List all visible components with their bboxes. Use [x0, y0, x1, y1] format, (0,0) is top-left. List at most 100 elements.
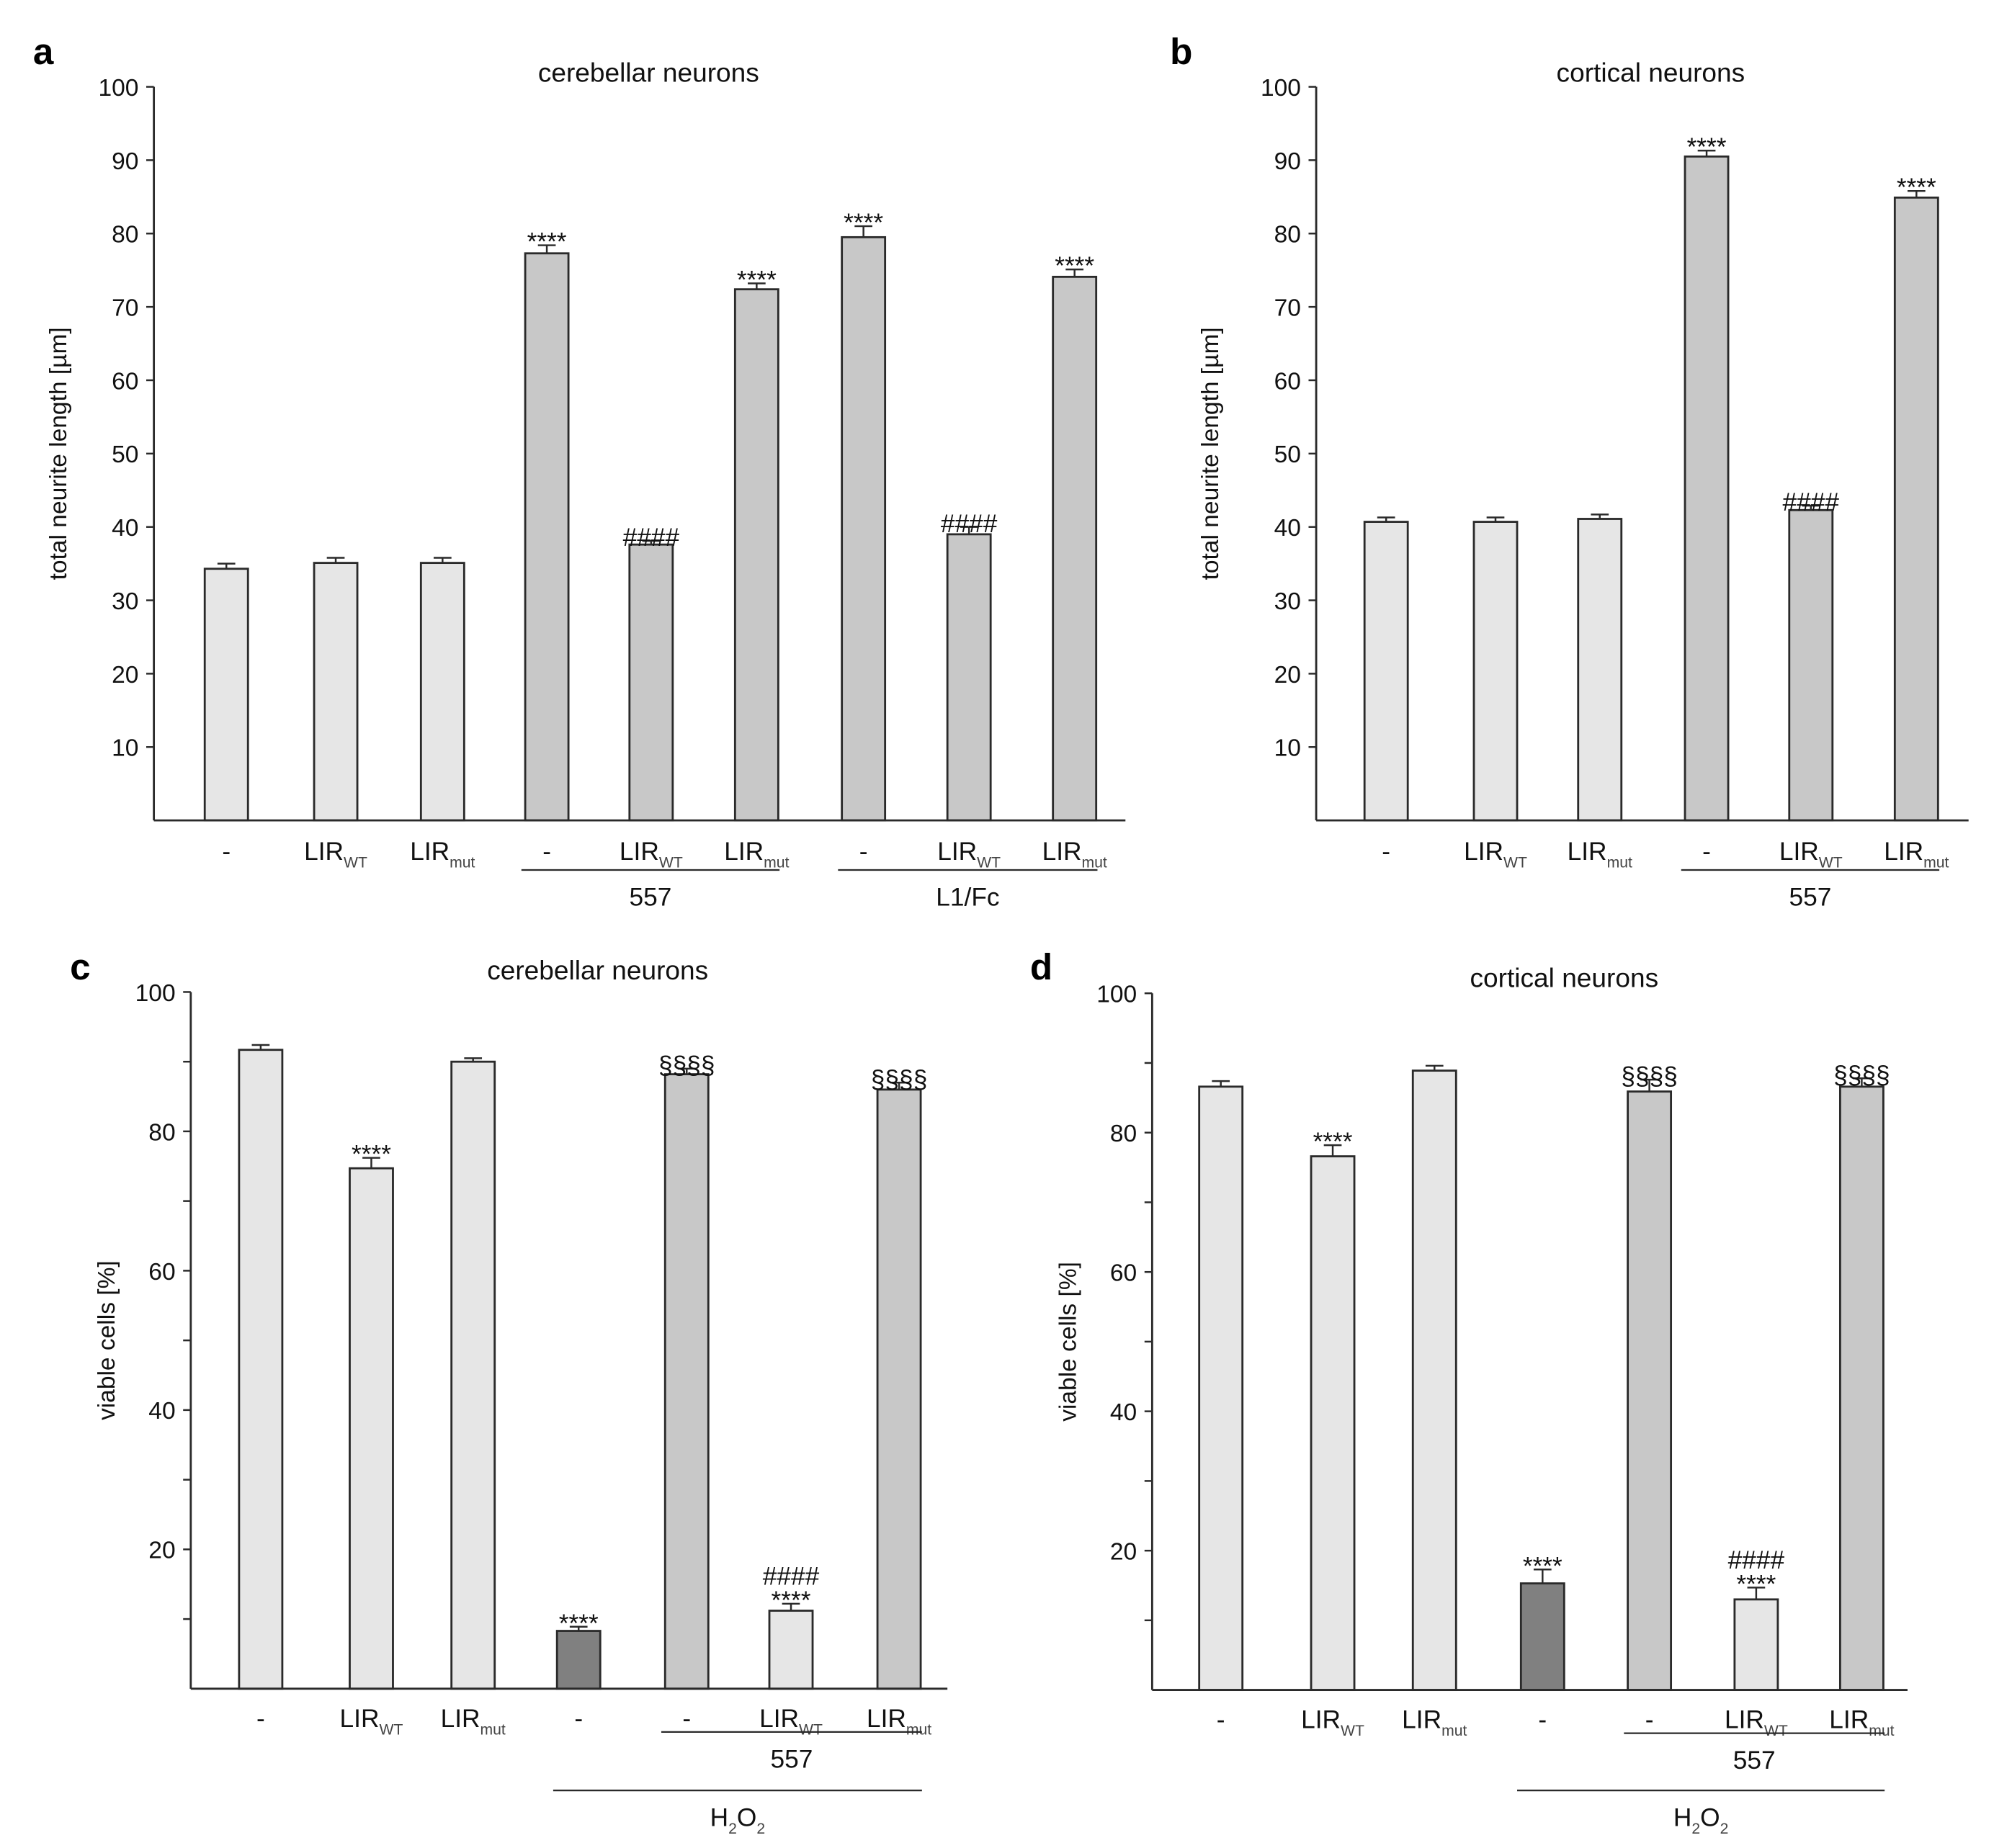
chart-title: cerebellar neurons	[538, 57, 759, 87]
significance-label: ****	[527, 228, 567, 256]
y-tick-label: 40	[1110, 1399, 1137, 1426]
bar	[419, 562, 465, 822]
y-tick-label: 30	[1274, 588, 1301, 615]
significance-label: ####	[623, 524, 680, 552]
subscript: WT	[1503, 854, 1527, 871]
group-label: H2O2	[1673, 1803, 1729, 1837]
subscript: mut	[906, 1721, 931, 1738]
bar	[1519, 1582, 1565, 1692]
label-text: -	[542, 838, 551, 866]
y-tick-label: 40	[1274, 515, 1301, 542]
panel-c: c cerebellar neurons viable cells [%] - ****…	[70, 946, 948, 1837]
significance-label: §§§§	[1621, 1062, 1678, 1090]
label-text: -	[682, 1705, 691, 1733]
label-text: LIR	[441, 1705, 480, 1733]
x-tick-label: -	[574, 1705, 583, 1733]
bar	[1411, 1069, 1457, 1692]
y-tick-label: 60	[1110, 1260, 1137, 1287]
bar	[238, 1049, 284, 1690]
x-tick-label: -	[1702, 838, 1711, 866]
y-tick-label: 30	[112, 588, 138, 615]
y-tick-label: 100	[1096, 982, 1137, 1008]
label-text: -	[574, 1705, 583, 1733]
significance-label: ****	[559, 1610, 599, 1638]
label-text: H	[1673, 1803, 1692, 1831]
x-tick-label: LIRmut	[1829, 1706, 1894, 1740]
panel-d: d cortical neurons viable cells [%] - **** LI…	[1030, 946, 1908, 1837]
subscript: mut	[1869, 1723, 1894, 1739]
group-label: H2O2	[710, 1803, 766, 1837]
x-tick-label: LIRmut	[441, 1705, 506, 1739]
label-text: -	[222, 838, 231, 866]
x-tick-label: -	[1645, 1706, 1654, 1734]
x-tick-label: LIRmut	[1884, 838, 1949, 871]
label-text: LIR	[937, 838, 977, 866]
significance-label: ####	[1728, 1546, 1785, 1574]
bar	[1684, 155, 1730, 822]
label-text: -	[1217, 1706, 1225, 1734]
panel-a: a cerebellar neurons total neurite length …	[33, 31, 1126, 911]
label-text: LIR	[1301, 1706, 1341, 1734]
bar	[1838, 1085, 1885, 1692]
x-tick-label: LIRWT	[1301, 1706, 1364, 1740]
x-tick-label: -	[1217, 1706, 1225, 1734]
y-tick-label: 70	[112, 295, 138, 321]
y-tick-label: 50	[112, 441, 138, 468]
x-tick-label: -	[256, 1705, 265, 1733]
group-label: 557	[1733, 1746, 1776, 1775]
significance-label: ****	[352, 1141, 391, 1169]
subscript: WT	[1819, 854, 1843, 871]
y-tick-label: 20	[148, 1538, 175, 1564]
subscript: WT	[1341, 1723, 1364, 1739]
significance-label: ####	[763, 1562, 820, 1590]
bar	[313, 562, 359, 822]
x-tick-label: LIRmut	[410, 838, 475, 871]
bar	[1052, 275, 1098, 822]
label-text: -	[256, 1705, 265, 1733]
group-label: 557	[770, 1745, 813, 1773]
significance-label: ****	[1055, 252, 1094, 280]
label-text: -	[859, 838, 868, 866]
label-text: LIR	[1779, 838, 1819, 866]
label-text: 557	[1789, 883, 1831, 911]
panel-b: b cortical neurons total neurite length [µ…	[1170, 31, 1969, 911]
x-tick-label: LIRmut	[1568, 838, 1632, 871]
x-tick-label: -	[682, 1705, 691, 1733]
x-tick-label: LIRmut	[867, 1705, 931, 1739]
chart-title: cerebellar neurons	[487, 955, 708, 985]
y-tick-label: 40	[112, 515, 138, 542]
label-text: LIR	[1725, 1706, 1764, 1734]
label-text: 557	[770, 1745, 813, 1773]
label-text: LIR	[1829, 1706, 1869, 1734]
subscript: WT	[1764, 1723, 1788, 1739]
y-axis-label: viable cells [%]	[1055, 1262, 1081, 1422]
group-label: 557	[1789, 883, 1831, 911]
significance-label: ####	[1783, 488, 1840, 516]
panel-letter: b	[1170, 31, 1192, 72]
y-axis-label: viable cells [%]	[94, 1260, 120, 1420]
label-text: LIR	[1884, 838, 1923, 866]
y-tick-label: 60	[1274, 368, 1301, 395]
x-tick-label: LIRmut	[1042, 838, 1107, 871]
bar	[663, 1073, 710, 1690]
label-text: LIR	[1042, 838, 1082, 866]
subscript: mut	[480, 1721, 506, 1738]
y-tick-label: 60	[148, 1259, 175, 1286]
x-tick-label: LIRWT	[1779, 838, 1843, 871]
y-tick-label: 40	[148, 1398, 175, 1425]
significance-label: ****	[844, 209, 883, 237]
x-tick-label: LIRWT	[937, 838, 1001, 871]
label-text: LIR	[1464, 838, 1503, 866]
y-tick-label: 80	[112, 222, 138, 248]
y-tick-label: 90	[112, 148, 138, 175]
label-text: -	[1645, 1706, 1654, 1734]
bar	[349, 1167, 394, 1690]
y-tick-label: 100	[135, 980, 176, 1007]
bar	[768, 1610, 814, 1690]
x-tick-label: -	[1382, 838, 1390, 866]
x-tick-label: LIRWT	[1725, 1706, 1788, 1740]
significance-label: ****	[1897, 174, 1936, 202]
label-text: LIR	[340, 1705, 380, 1733]
label-text: LIR	[304, 838, 344, 866]
x-tick-label: LIRWT	[759, 1705, 823, 1739]
